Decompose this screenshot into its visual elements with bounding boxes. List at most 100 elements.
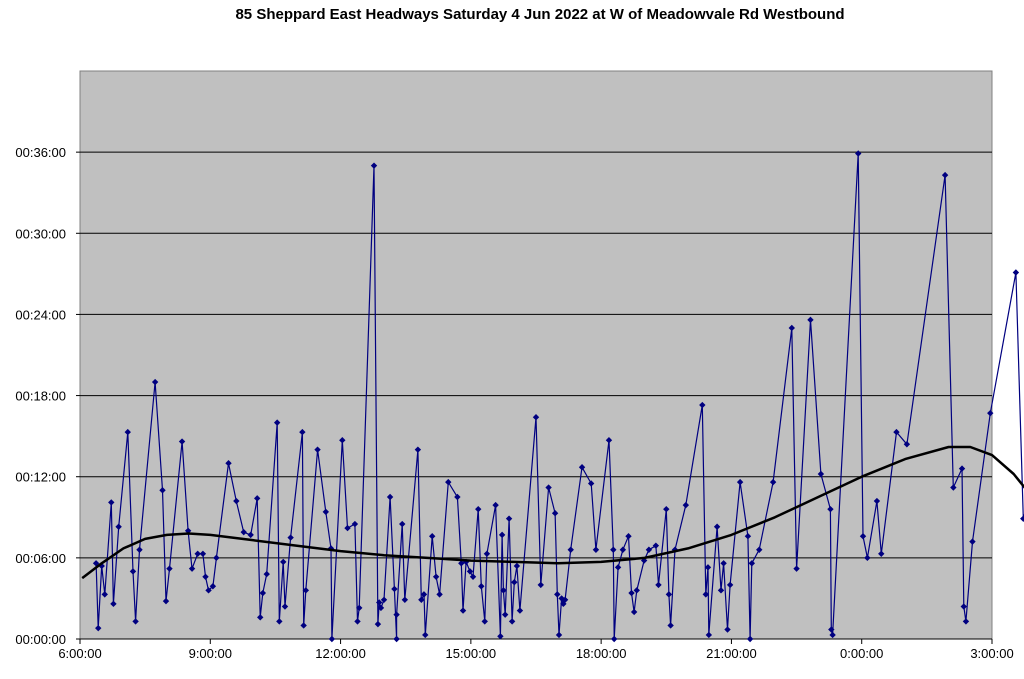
headway-point	[960, 603, 967, 610]
trendline-layer	[81, 445, 1024, 580]
headway-point	[652, 542, 660, 549]
headway-point	[633, 587, 640, 594]
headway-point	[610, 635, 618, 643]
headway-point	[720, 560, 727, 567]
headway-point	[92, 560, 100, 567]
headway-point	[129, 568, 137, 575]
headway-point	[501, 611, 509, 618]
headway-point	[257, 614, 264, 621]
chart-title: 85 Sheppard East Headways Saturday 4 Jun…	[235, 6, 844, 23]
headway-point	[551, 510, 559, 517]
headway-point	[95, 624, 102, 632]
headway-point	[302, 587, 310, 594]
headway-point	[124, 428, 131, 436]
headway-point	[459, 607, 467, 614]
headway-point	[287, 534, 294, 541]
headway-point	[418, 596, 425, 603]
headway-point	[351, 520, 359, 528]
headway-point	[498, 531, 506, 539]
headway-point	[665, 591, 673, 598]
y-tick-label: 00:18:00	[15, 389, 66, 404]
y-tick-label: 00:12:00	[15, 470, 66, 485]
plot-area	[79, 70, 993, 640]
headway-point	[108, 499, 115, 506]
headway-point	[213, 554, 220, 562]
headway-point	[829, 631, 836, 639]
headway-point	[864, 554, 871, 562]
headway-point	[592, 546, 600, 553]
headway-point	[513, 562, 521, 570]
headway-point	[436, 591, 443, 598]
headway-point	[969, 538, 976, 545]
headway-point	[432, 573, 440, 580]
x-tick-label: 21:00:00	[706, 646, 757, 661]
headway-point	[903, 441, 911, 448]
headway-point	[587, 480, 595, 487]
x-tick-label: 6:00:00	[58, 646, 101, 661]
headway-point	[209, 583, 217, 590]
headway-point	[497, 633, 504, 640]
headway-point	[645, 546, 653, 553]
headway-point	[873, 497, 881, 505]
x-tick-label: 15:00:00	[446, 646, 497, 661]
headway-point	[736, 478, 744, 486]
x-axis: 6:00:00 9:00:00 12:00:00 15:00:00 18:00:00 21…	[58, 638, 1014, 661]
headway-point	[746, 635, 754, 643]
y-tick-label: 00:00:00	[15, 632, 66, 647]
x-tick-label: 3:00:00	[970, 646, 1013, 661]
headway-point	[469, 573, 477, 580]
headway-point	[855, 150, 862, 157]
headway-point	[554, 591, 561, 598]
headway-point	[756, 546, 763, 553]
headway-point	[481, 618, 488, 625]
y-tick-label: 00:24:00	[15, 307, 66, 322]
headway-point	[136, 546, 143, 553]
headway-point	[281, 603, 289, 610]
headway-point	[505, 515, 513, 522]
headway-point	[199, 550, 207, 557]
headway-point	[610, 546, 617, 553]
headway-point	[422, 631, 429, 639]
headway-point	[614, 564, 622, 571]
headway-point	[178, 438, 186, 445]
headway-point	[202, 573, 209, 580]
headway-point	[567, 546, 574, 553]
headway-point	[380, 596, 388, 603]
y-axis: 00:00:00 00:06:00 00:12:00 00:18:00 00:24:00…	[15, 145, 80, 647]
headway-point	[162, 597, 170, 605]
headway-point	[702, 591, 710, 598]
headway-point	[987, 409, 994, 417]
headway-point	[454, 493, 461, 501]
headway-point	[401, 596, 409, 603]
headway-point	[110, 600, 117, 608]
headway-point	[705, 631, 713, 639]
headway-point	[259, 589, 267, 597]
headway-point	[500, 587, 507, 594]
headway-point	[225, 459, 232, 467]
headway-point	[828, 626, 835, 633]
headway-point	[386, 493, 394, 501]
headway-point	[478, 583, 485, 590]
headway-point	[233, 497, 240, 505]
headway-point	[115, 523, 122, 530]
headway-point	[393, 611, 400, 618]
headway-point	[377, 604, 385, 612]
headway-point	[159, 487, 166, 494]
headway-point	[699, 401, 706, 409]
headway-point	[420, 591, 428, 598]
headway-point	[619, 546, 627, 553]
headway-point	[188, 565, 196, 572]
headway-point	[492, 501, 499, 509]
headway-point	[328, 635, 336, 643]
headway-point	[516, 607, 524, 614]
headway-point	[962, 618, 970, 625]
headway-point	[682, 501, 690, 509]
headway-point	[280, 558, 287, 566]
headway-point	[748, 560, 756, 567]
headway-point	[399, 520, 406, 528]
headway-point	[878, 550, 885, 557]
headway-point	[483, 550, 491, 557]
headway-point	[827, 505, 834, 513]
headway-point	[356, 604, 363, 612]
headway-point	[655, 581, 662, 589]
